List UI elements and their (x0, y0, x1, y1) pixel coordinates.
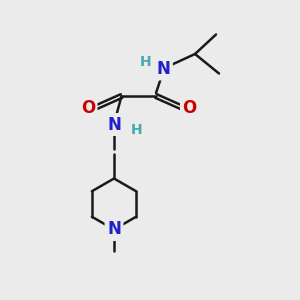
Text: H: H (140, 55, 151, 68)
Text: O: O (182, 99, 197, 117)
Text: H: H (131, 124, 142, 137)
Text: O: O (81, 99, 95, 117)
Text: N: N (107, 220, 121, 238)
Text: N: N (107, 116, 121, 134)
Text: N: N (157, 60, 170, 78)
